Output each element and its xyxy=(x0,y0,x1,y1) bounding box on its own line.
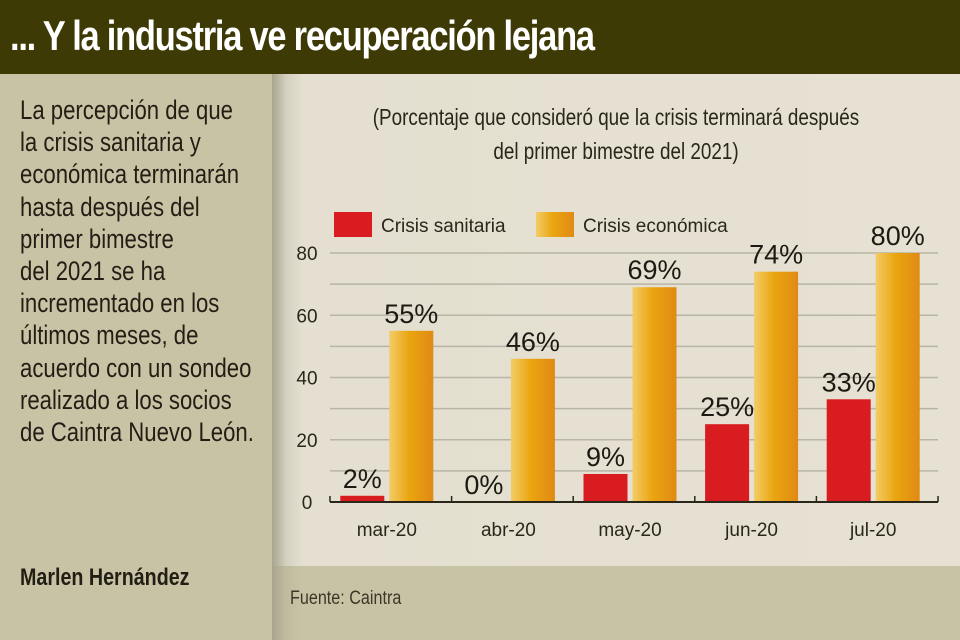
description-line: realizado a los socios xyxy=(20,384,232,415)
chart-subtitle-line-1: (Porcentaje que consideró que la crisis … xyxy=(372,104,860,130)
data-label-sanitaria: 9% xyxy=(586,442,625,472)
description-text: La percepción de que la crisis sanitaria … xyxy=(20,94,266,448)
bar-crisis-economica xyxy=(754,271,799,502)
author-name: Marlen Hernández xyxy=(20,564,190,591)
bar-crisis-economica xyxy=(510,358,555,502)
description-line: de Caintra Nuevo León. xyxy=(20,417,254,448)
data-label-sanitaria: 33% xyxy=(822,367,876,397)
x-tick-label: jul-20 xyxy=(849,520,896,541)
bar-crisis-economica xyxy=(389,330,434,502)
description-line: hasta después del xyxy=(20,191,200,222)
data-label-economica: 74% xyxy=(749,240,803,270)
description-line: primer bimestre xyxy=(20,223,174,254)
description-line: económica terminarán xyxy=(20,159,240,190)
bar-crisis-economica xyxy=(875,253,920,502)
x-tick-label: mar-20 xyxy=(357,520,417,541)
bar-crisis-economica xyxy=(632,287,677,502)
bar-crisis-sanitaria xyxy=(705,424,750,502)
header-bar: ... Y la industria ve recuperación lejan… xyxy=(0,0,960,74)
bar-crisis-sanitaria xyxy=(583,473,628,502)
y-tick-label: 80 xyxy=(296,244,317,265)
labels: 0 20 40 60 80 2% 55% mar-20 0% 46% abr-20 9% 69% may-… xyxy=(296,221,924,541)
data-label-sanitaria: 25% xyxy=(700,392,754,422)
data-label-economica: 55% xyxy=(384,299,438,329)
legend-label: Crisis económica xyxy=(583,216,728,237)
legend: Crisis sanitaria Crisis económica xyxy=(334,212,728,237)
legend-swatch-economica xyxy=(536,212,574,237)
description-line: últimos meses, de xyxy=(20,320,199,351)
legend-swatch-sanitaria xyxy=(334,212,372,237)
chart-subtitle: (Porcentaje que consideró que la crisis … xyxy=(272,100,960,168)
y-tick-label: 20 xyxy=(296,431,317,452)
page-title: ... Y la industria ve recuperación lejan… xyxy=(10,12,595,59)
data-label-economica: 80% xyxy=(871,221,925,251)
x-tick-label: may-20 xyxy=(598,520,661,541)
legend-label: Crisis sanitaria xyxy=(381,216,506,237)
data-label-sanitaria: 2% xyxy=(343,464,382,494)
chart-subtitle-line-2: del primer bimestre del 2021) xyxy=(493,138,739,164)
x-axis xyxy=(329,496,939,503)
y-tick-label: 0 xyxy=(302,493,313,514)
description-line: acuerdo con un sondeo xyxy=(20,352,252,383)
description-line: la crisis sanitaria y xyxy=(20,127,201,158)
bar-crisis-sanitaria xyxy=(340,495,385,502)
bars xyxy=(340,253,920,502)
description-line: incrementado en los xyxy=(20,288,220,319)
data-label-sanitaria: 0% xyxy=(464,470,503,500)
description-line: La percepción de que xyxy=(20,95,233,125)
x-tick-label: abr-20 xyxy=(481,520,536,541)
sidebar: La percepción de que la crisis sanitaria … xyxy=(0,74,272,640)
x-tick-label: jun-20 xyxy=(724,520,778,541)
bar-crisis-sanitaria xyxy=(826,399,871,502)
data-label-economica: 46% xyxy=(506,327,560,357)
source-note: Fuente: Caintra xyxy=(290,588,402,609)
y-tick-label: 60 xyxy=(296,306,317,327)
description-line: del 2021 se ha xyxy=(20,256,166,287)
data-label-economica: 69% xyxy=(627,255,681,285)
footer: Fuente: Caintra xyxy=(272,566,960,640)
y-tick-label: 40 xyxy=(296,369,317,390)
